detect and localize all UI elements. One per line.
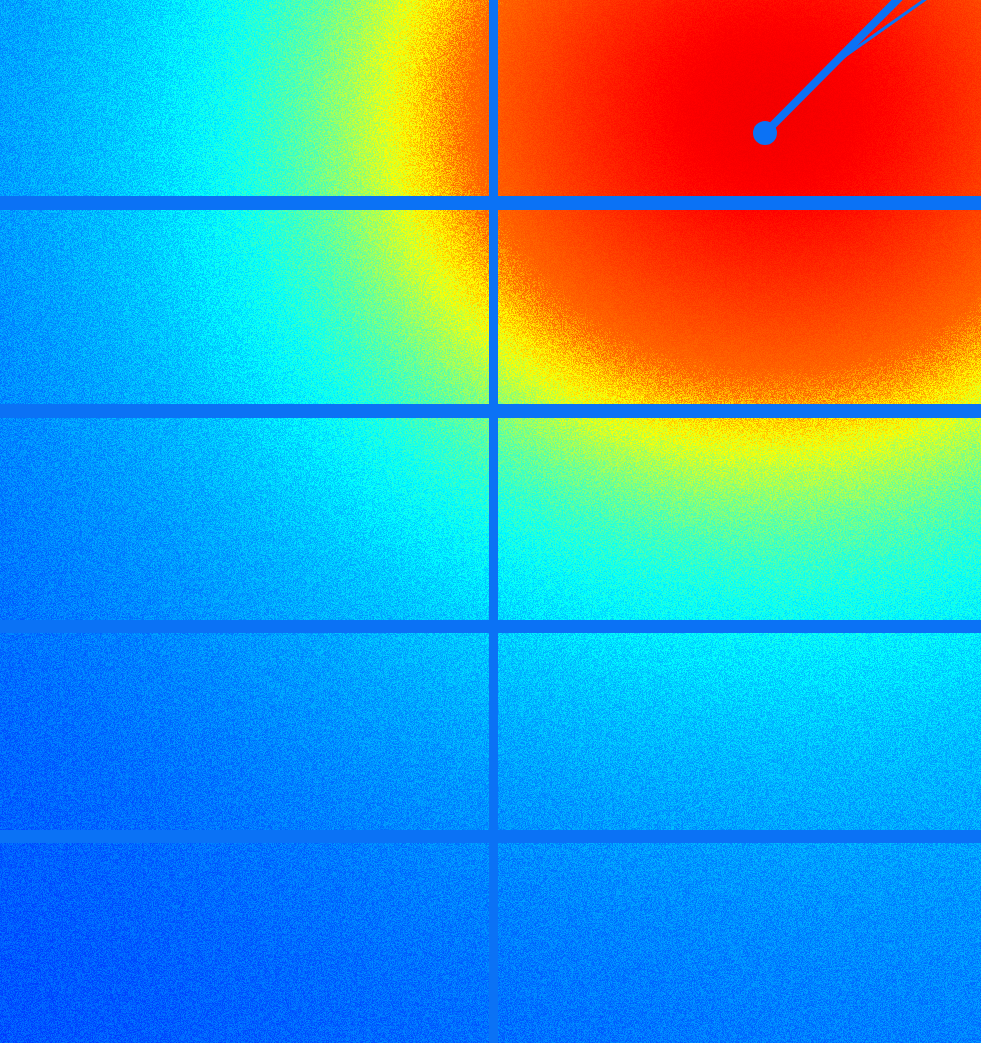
detector-heatmap-canvas [0, 0, 981, 1043]
detector-image-viewport [0, 0, 981, 1043]
